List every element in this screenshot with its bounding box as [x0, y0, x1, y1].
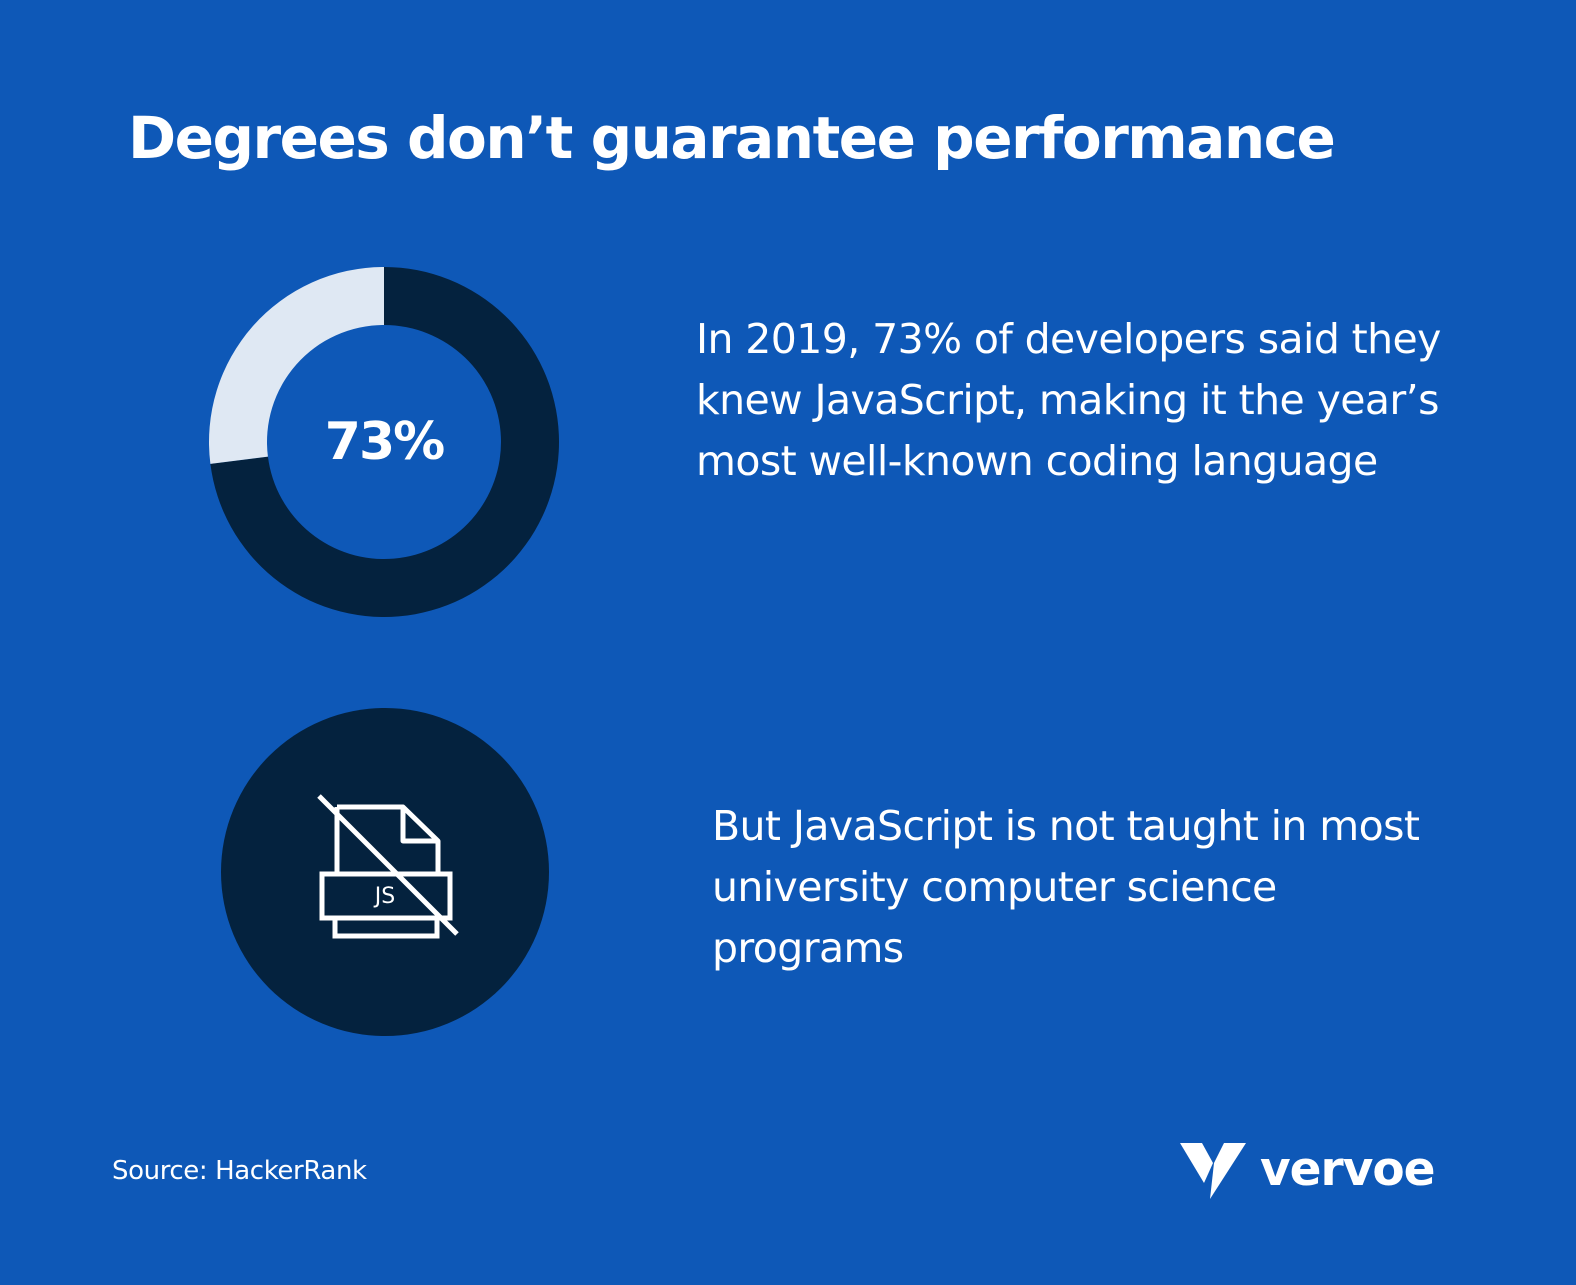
file-outline	[337, 804, 441, 874]
icon-js-label: JS	[373, 884, 395, 909]
stat-javascript-known: In 2019, 73% of developers said they kne…	[696, 315, 1441, 485]
stat-javascript-not-taught: But JavaScript is not taught in most uni…	[712, 802, 1420, 972]
logo-text: vervoe	[1260, 1142, 1435, 1197]
donut-center-label: 73%	[324, 412, 445, 472]
source-label: Source: HackerRank	[112, 1156, 367, 1186]
donut-chart-svg	[209, 267, 559, 617]
file-bottom	[332, 918, 440, 939]
icon-circle: JS	[221, 708, 549, 1036]
file-label-band	[319, 871, 453, 921]
vervoe-logo-mark-icon	[1180, 1143, 1246, 1199]
vervoe-logo: vervoe	[1180, 1140, 1435, 1200]
donut-chart: 73%	[209, 267, 559, 617]
file-fold	[400, 807, 438, 844]
donut-slice-0	[210, 267, 559, 617]
page-title: Degrees don’t guarantee performance	[128, 104, 1336, 172]
strike-line	[317, 794, 459, 936]
donut-slice-1	[209, 267, 384, 464]
no-javascript-file-icon: JS	[317, 794, 459, 939]
